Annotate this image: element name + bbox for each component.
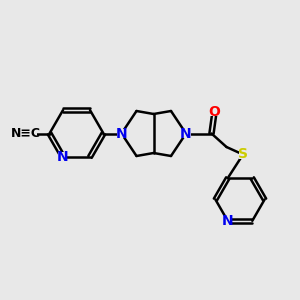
Bar — [181, 129, 191, 138]
Text: N: N — [116, 127, 127, 140]
Bar — [18, 129, 37, 138]
Bar — [239, 150, 247, 159]
Bar — [117, 129, 126, 138]
Bar — [210, 108, 219, 116]
Text: N: N — [57, 150, 69, 164]
Bar — [223, 216, 232, 225]
Bar — [58, 152, 68, 161]
Text: N: N — [180, 127, 192, 140]
Text: N: N — [222, 214, 233, 228]
Text: N≡C: N≡C — [11, 127, 41, 140]
Text: S: S — [238, 148, 248, 161]
Text: O: O — [208, 105, 220, 119]
